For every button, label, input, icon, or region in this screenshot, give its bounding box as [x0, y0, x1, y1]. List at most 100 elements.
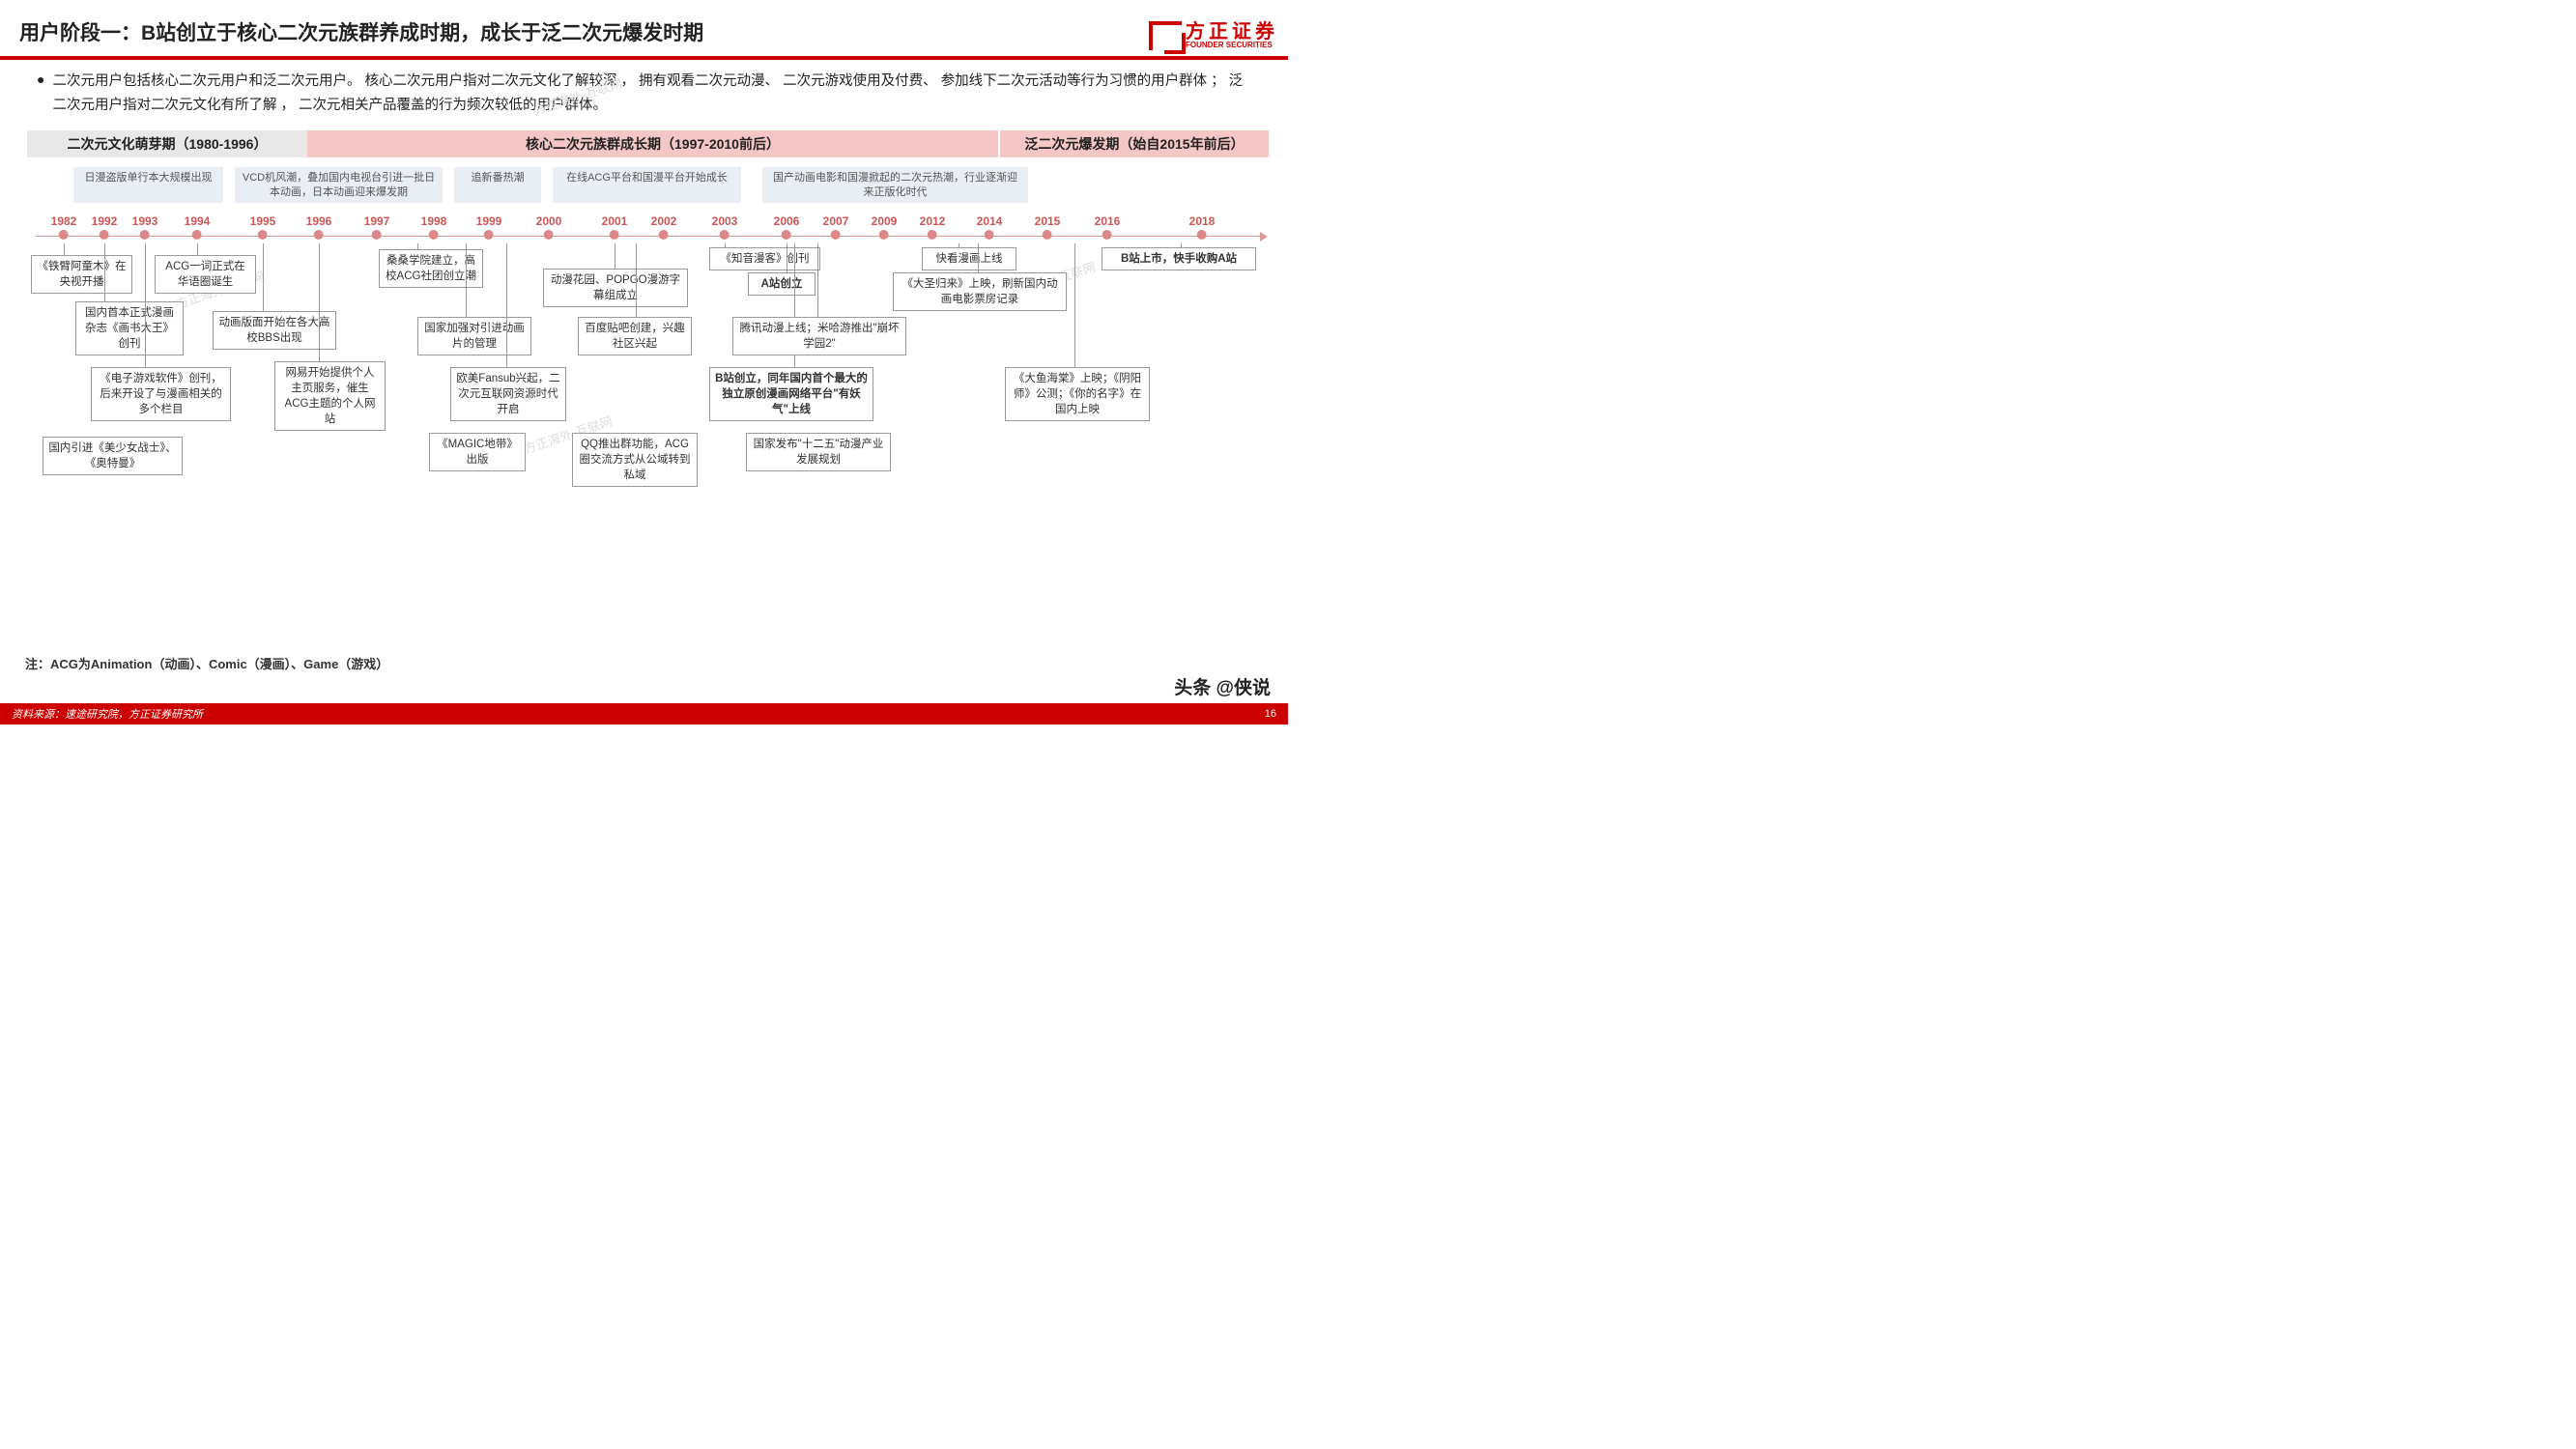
sub-phase-box: 追新番热潮 [454, 167, 541, 203]
year-dot-icon [429, 230, 439, 240]
year-dot-icon [782, 230, 791, 240]
logo-en: FOUNDER SECURITIES [1186, 42, 1278, 49]
event-box: 国内首本正式漫画杂志《画书大王》创刊 [75, 301, 184, 355]
phase-header-row: 二次元文化萌芽期（1980-1996） 核心二次元族群成长期（1997-2010… [27, 130, 1269, 157]
phase-box: 泛二次元爆发期（始自2015年前后） [1000, 130, 1269, 157]
event-box: 《铁臂阿童木》在央视开播 [31, 255, 132, 294]
year-marker: 1995 [250, 214, 276, 240]
year-dot-icon [831, 230, 841, 240]
event-box: A站创立 [748, 272, 816, 296]
event-area: 《铁臂阿童木》在央视开播国内首本正式漫画杂志《画书大王》创刊《电子游戏软件》创刊… [21, 243, 1267, 572]
event-box: QQ推出群功能，ACG圈交流方式从公域转到私域 [572, 433, 698, 487]
year-label: 1982 [51, 214, 77, 228]
year-marker: 1996 [306, 214, 332, 240]
year-dot-icon [100, 230, 109, 240]
year-marker: 1993 [132, 214, 158, 240]
year-label: 2007 [823, 214, 849, 228]
year-label: 2012 [920, 214, 946, 228]
year-dot-icon [1043, 230, 1052, 240]
year-dot-icon [59, 230, 69, 240]
event-box: 欧美Fansub兴起，二次元互联网资源时代开启 [450, 367, 566, 421]
year-dot-icon [879, 230, 889, 240]
year-label: 1993 [132, 214, 158, 228]
year-dot-icon [610, 230, 619, 240]
year-dot-icon [544, 230, 554, 240]
connector-line [145, 243, 146, 367]
year-marker: 2012 [920, 214, 946, 240]
year-marker: 2003 [712, 214, 738, 240]
connector-line [64, 243, 65, 255]
event-box: 网易开始提供个人主页服务，催生ACG主题的个人网站 [274, 361, 386, 431]
connector-line [197, 243, 198, 255]
year-marker: 2001 [602, 214, 628, 240]
year-label: 1992 [92, 214, 118, 228]
event-box: B站上市，快手收购A站 [1102, 247, 1256, 270]
year-marker: 1982 [51, 214, 77, 240]
year-label: 2014 [977, 214, 1003, 228]
year-marker: 2016 [1095, 214, 1121, 240]
year-dot-icon [314, 230, 324, 240]
event-box: 动漫花园、POPGO漫游字幕组成立 [543, 269, 688, 307]
year-marker: 1997 [364, 214, 390, 240]
sub-phase-box: 日漫盗版单行本大规模出现 [73, 167, 223, 203]
year-marker: 2014 [977, 214, 1003, 240]
timeline-axis [36, 236, 1262, 238]
connector-line [104, 243, 105, 301]
connector-line [1074, 243, 1075, 367]
event-box: 《大圣归来》上映，刷新国内动画电影票房记录 [893, 272, 1067, 311]
year-dot-icon [372, 230, 382, 240]
event-box: 腾讯动漫上线；米哈游推出"崩坏学园2" [732, 317, 906, 355]
year-marker: 2015 [1035, 214, 1061, 240]
year-label: 1994 [185, 214, 211, 228]
bullet-icon: ● [37, 71, 44, 117]
connector-line [263, 243, 264, 311]
event-box: 国家发布"十二五"动漫产业发展规划 [746, 433, 891, 471]
event-box: 《大鱼海棠》上映；《阴阳师》公测；《你的名字》在国内上映 [1005, 367, 1150, 421]
year-label: 2018 [1189, 214, 1216, 228]
event-box: 桑桑学院建立，高校ACG社团创立潮 [379, 249, 483, 288]
year-dot-icon [484, 230, 494, 240]
year-label: 2015 [1035, 214, 1061, 228]
logo-mark-icon [1149, 21, 1182, 50]
year-dot-icon [1102, 230, 1112, 240]
event-box: 《MAGIC地带》出版 [429, 433, 526, 471]
logo-cn: 方正证券 [1186, 22, 1278, 42]
event-box: ACG一词正式在华语圈诞生 [155, 255, 256, 294]
connector-line [466, 243, 467, 317]
sub-phase-box: 国产动画电影和国漫掀起的二次元热潮，行业逐渐迎来正版化时代 [762, 167, 1028, 203]
event-box: 快看漫画上线 [922, 247, 1016, 270]
year-marker: 2006 [774, 214, 800, 240]
connector-line [506, 243, 507, 367]
phase-box: 核心二次元族群成长期（1997-2010前后） [307, 130, 998, 157]
year-label: 1998 [421, 214, 447, 228]
year-label: 2002 [651, 214, 677, 228]
event-box: 国内引进《美少女战士》、《奥特曼》 [43, 437, 183, 475]
year-label: 1997 [364, 214, 390, 228]
year-marker: 1994 [185, 214, 211, 240]
year-marker: 2007 [823, 214, 849, 240]
event-box: 《知音漫客》创刊 [709, 247, 820, 270]
year-marker: 1998 [421, 214, 447, 240]
event-box: 动画版面开始在各大高校BBS出现 [213, 311, 336, 350]
year-marker: 2002 [651, 214, 677, 240]
company-logo: 方正证券 FOUNDER SECURITIES [1149, 21, 1278, 50]
year-label: 1995 [250, 214, 276, 228]
year-dot-icon [720, 230, 730, 240]
footnote: 注：ACG为Animation（动画）、Comic（漫画）、Game（游戏） [25, 654, 388, 672]
event-box: 《电子游戏软件》创刊，后来开设了与漫画相关的多个栏目 [91, 367, 231, 421]
page-title: 用户阶段一：B站创立于核心二次元族群养成时期，成长于泛二次元爆发时期 [19, 17, 1269, 46]
page-number: 16 [1265, 708, 1276, 720]
connector-line [636, 243, 637, 317]
year-label: 2001 [602, 214, 628, 228]
year-dot-icon [192, 230, 202, 240]
year-dot-icon [928, 230, 937, 240]
event-box: 国家加强对引进动画片的管理 [417, 317, 531, 355]
year-marker: 2009 [872, 214, 898, 240]
year-label: 2006 [774, 214, 800, 228]
year-label: 1999 [476, 214, 502, 228]
year-label: 2016 [1095, 214, 1121, 228]
event-box: 百度贴吧创建，兴趣社区兴起 [578, 317, 692, 355]
description-text: 二次元用户包括核心二次元用户和泛二次元用户。 核心二次元用户指对二次元文化了解较… [52, 70, 1251, 117]
year-dot-icon [659, 230, 669, 240]
connector-line [817, 243, 818, 317]
